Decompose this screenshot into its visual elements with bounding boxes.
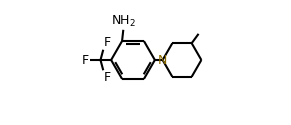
Text: F: F [81,54,89,66]
Text: N: N [158,54,167,66]
Text: F: F [104,36,111,49]
Text: NH$_2$: NH$_2$ [111,14,136,29]
Text: F: F [104,71,111,84]
